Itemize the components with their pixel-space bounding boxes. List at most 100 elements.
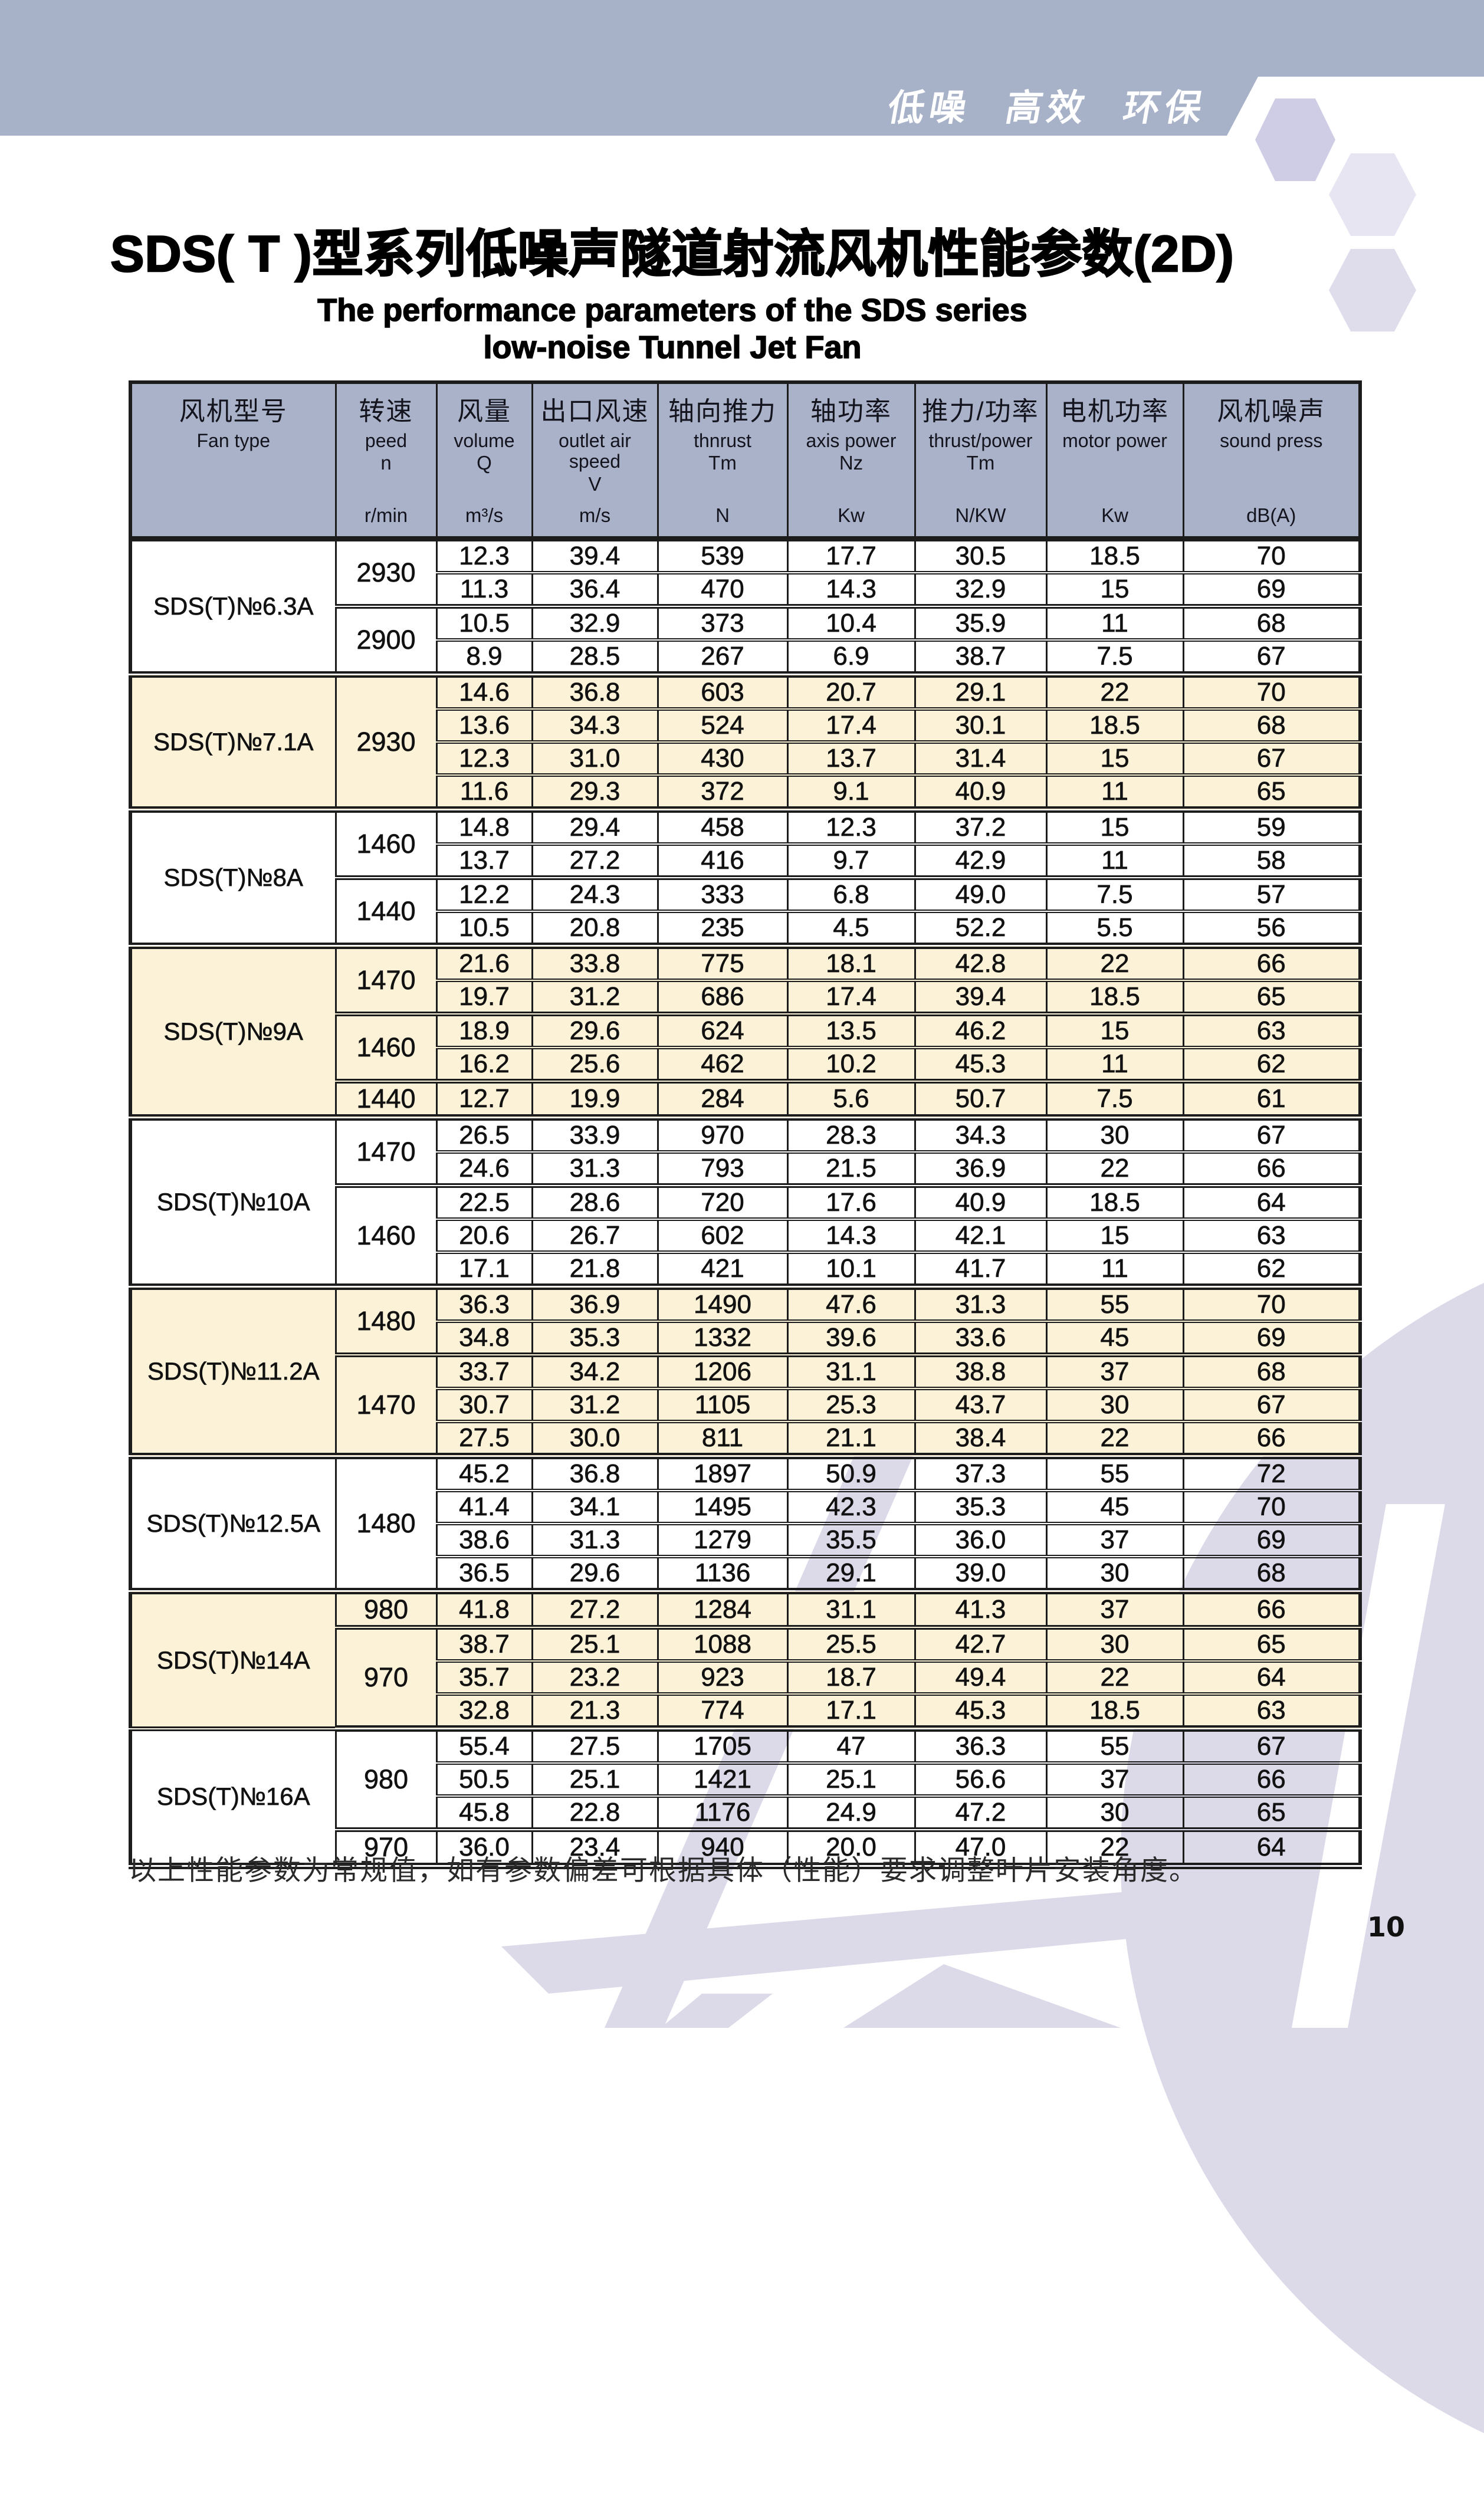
header-thrust: 轴向推力 thnrust Tm N — [656, 381, 789, 541]
value-cell: 11 — [1045, 774, 1184, 813]
value-cell: 41.3 — [914, 1590, 1048, 1630]
value-cell: 11 — [1045, 843, 1184, 880]
value-cell: 67 — [1182, 741, 1361, 777]
value-cell: 22 — [1045, 1151, 1184, 1188]
value-cell: 20.0 — [786, 1828, 916, 1869]
table-row: 35.7 23.2 923 18.7 49.4 22 64 — [130, 1660, 1361, 1696]
table-row: 11.3 36.4 470 14.3 32.9 15 69 — [130, 572, 1361, 609]
title-block: SDS( T )型系列低噪声隧道射流风机性能参数(2D) The perform… — [100, 212, 1245, 366]
value-cell: 56 — [1182, 910, 1361, 949]
table-row: SDS(T)№9A 1470 21.6 33.8 775 18.1 42.8 22 66 — [129, 945, 1361, 1121]
value-cell: 16.2 — [435, 1046, 533, 1084]
table-row: 13.6 34.3 524 17.4 30.1 18.5 68 — [130, 708, 1361, 744]
value-cell: 45.8 — [435, 1795, 533, 1832]
table-row: 1460 22.5 28.6 720 17.6 40.9 18.5 64 — [130, 1184, 1361, 1290]
value-cell: 68 — [1182, 708, 1361, 744]
value-cell: 66 — [1182, 1151, 1361, 1188]
header-motor-power: 电机功率 motor power Kw — [1045, 381, 1184, 541]
value-cell: 38.4 — [914, 1420, 1048, 1459]
value-cell: 42.9 — [914, 843, 1048, 880]
value-cell: 36.3 — [914, 1728, 1048, 1765]
value-cell: 52.2 — [914, 910, 1048, 949]
speed-cell: 970 — [334, 1828, 438, 1869]
value-cell: 47 — [786, 1728, 916, 1765]
table-row: 41.4 34.1 1495 42.3 35.3 45 70 — [130, 1489, 1361, 1525]
value-cell: 31.2 — [531, 1387, 659, 1423]
value-cell: 30 — [1045, 1387, 1184, 1423]
value-cell: 50.5 — [435, 1762, 533, 1798]
value-cell: 1490 — [656, 1286, 789, 1323]
speed-cell: 1460 — [334, 1013, 438, 1084]
value-cell: 50.7 — [914, 1080, 1048, 1121]
value-cell: 24.9 — [786, 1795, 916, 1832]
value-cell: 42.7 — [914, 1626, 1048, 1663]
value-cell: 30.7 — [435, 1387, 533, 1423]
value-cell: 17.4 — [786, 979, 916, 1016]
speed-cell: 1480 — [334, 1286, 438, 1357]
value-cell: 13.7 — [786, 741, 916, 777]
value-cell: 55 — [1045, 1728, 1184, 1765]
value-cell: 68 — [1182, 1555, 1361, 1594]
value-cell: 36.8 — [531, 1455, 659, 1492]
value-cell: 416 — [656, 843, 789, 880]
value-cell: 27.5 — [435, 1420, 533, 1459]
value-cell: 1705 — [656, 1728, 789, 1765]
value-cell: 36.4 — [531, 572, 659, 609]
value-cell: 41.8 — [435, 1590, 533, 1630]
value-cell: 15 — [1045, 1013, 1184, 1049]
table-row: 1460 18.9 29.6 624 13.5 46.2 15 63 — [130, 1013, 1361, 1084]
bottom-wedge-watermark — [843, 1964, 1121, 2028]
table-row: 970 36.0 23.4 940 20.0 47.0 22 64 — [130, 1828, 1361, 1869]
value-cell: 18.9 — [435, 1013, 533, 1049]
value-cell: 35.5 — [786, 1522, 916, 1558]
table-row: 19.7 31.2 686 17.4 39.4 18.5 65 — [130, 979, 1361, 1016]
table-row: 1440 12.2 24.3 333 6.8 49.0 7.5 57 — [130, 876, 1361, 949]
table-row: 38.6 31.3 1279 35.5 36.0 37 69 — [130, 1522, 1361, 1558]
value-cell: 9.1 — [786, 774, 916, 813]
value-cell: 470 — [656, 572, 789, 609]
value-cell: 36.9 — [531, 1286, 659, 1323]
value-cell: 14.3 — [786, 572, 916, 609]
value-cell: 64 — [1182, 1828, 1361, 1869]
value-cell: 64 — [1182, 1660, 1361, 1696]
speed-cell: 980 — [334, 1728, 438, 1832]
table-row: SDS(T)№16A 980 55.4 27.5 1705 47 36.3 55 67 — [129, 1728, 1361, 1869]
value-cell: 970 — [656, 1117, 789, 1154]
value-cell: 603 — [656, 674, 789, 711]
value-cell: 72 — [1182, 1455, 1361, 1492]
header-volume: 风量 volume Q m³/s — [435, 381, 533, 541]
value-cell: 65 — [1182, 979, 1361, 1016]
value-cell: 24.3 — [531, 876, 659, 913]
value-cell: 25.5 — [786, 1626, 916, 1663]
value-cell: 42.1 — [914, 1218, 1048, 1254]
value-cell: 458 — [656, 809, 789, 846]
speed-cell: 1470 — [334, 1117, 438, 1188]
value-cell: 11 — [1045, 1046, 1184, 1084]
table-row: 2900 10.5 32.9 373 10.4 35.9 11 68 — [130, 605, 1361, 678]
value-cell: 775 — [656, 945, 789, 982]
value-cell: 70 — [1182, 674, 1361, 711]
hexagon-decoration-1 — [1255, 99, 1335, 181]
value-cell: 45.3 — [914, 1046, 1048, 1084]
value-cell: 59 — [1182, 809, 1361, 846]
value-cell: 45 — [1045, 1489, 1184, 1525]
value-cell: 22 — [1045, 1660, 1184, 1696]
value-cell: 70 — [1182, 1489, 1361, 1525]
value-cell: 7.5 — [1045, 1080, 1184, 1121]
value-cell: 26.5 — [435, 1117, 533, 1154]
page-title-en-line1: The performance parameters of the SDS se… — [317, 292, 1027, 329]
value-cell: 421 — [656, 1251, 789, 1290]
value-cell: 10.5 — [435, 910, 533, 949]
value-cell: 47.0 — [914, 1828, 1048, 1869]
value-cell: 36.0 — [914, 1522, 1048, 1558]
value-cell: 55.4 — [435, 1728, 533, 1765]
value-cell: 23.2 — [531, 1660, 659, 1696]
table-row: 50.5 25.1 1421 25.1 56.6 37 66 — [130, 1762, 1361, 1798]
value-cell: 62 — [1182, 1046, 1361, 1084]
value-cell: 66 — [1182, 1762, 1361, 1798]
value-cell: 31.0 — [531, 741, 659, 777]
value-cell: 6.8 — [786, 876, 916, 913]
table-row: 970 38.7 25.1 1088 25.5 42.7 30 65 — [130, 1626, 1361, 1732]
value-cell: 30 — [1045, 1795, 1184, 1832]
table-header-row: 风机型号 Fan type 转速 peed n r/min 风量 volume … — [129, 381, 1361, 541]
